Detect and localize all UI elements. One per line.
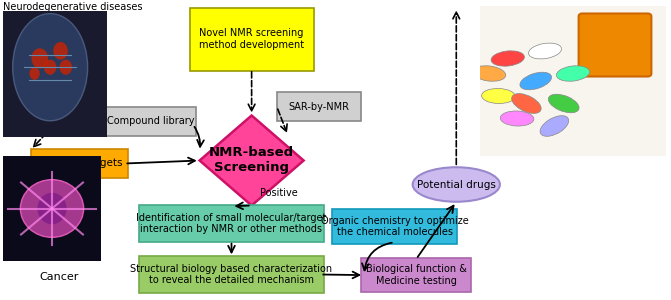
Text: NMR-based
Screening: NMR-based Screening (209, 146, 294, 175)
Polygon shape (200, 116, 303, 206)
FancyBboxPatch shape (189, 8, 313, 70)
Text: Cancer: Cancer (39, 272, 79, 281)
Text: Biological function &
Medicine testing: Biological function & Medicine testing (366, 264, 466, 286)
FancyBboxPatch shape (332, 209, 456, 244)
Text: Positive: Positive (260, 188, 298, 199)
Text: Structural biology based characterization
to reveal the detailed mechanism: Structural biology based characterizatio… (130, 264, 333, 285)
Text: Potential drugs: Potential drugs (417, 179, 496, 190)
Text: Organic chemistry to optimize
the chemical molecules: Organic chemistry to optimize the chemic… (321, 216, 468, 237)
Text: Identification of small molecular/target
interaction by NMR or other methods: Identification of small molecular/target… (136, 213, 327, 234)
FancyBboxPatch shape (361, 258, 471, 292)
Text: Novel NMR screening
method development: Novel NMR screening method development (199, 28, 304, 50)
Text: Compound library: Compound library (107, 116, 195, 127)
FancyBboxPatch shape (140, 205, 323, 242)
FancyBboxPatch shape (276, 92, 361, 121)
FancyBboxPatch shape (106, 107, 196, 136)
FancyBboxPatch shape (30, 149, 127, 178)
Text: Potential targets: Potential targets (36, 158, 122, 169)
Ellipse shape (413, 167, 500, 202)
Text: Neurodegenerative diseases: Neurodegenerative diseases (3, 2, 143, 11)
Text: SAR-by-NMR: SAR-by-NMR (289, 101, 349, 112)
FancyBboxPatch shape (140, 256, 323, 293)
